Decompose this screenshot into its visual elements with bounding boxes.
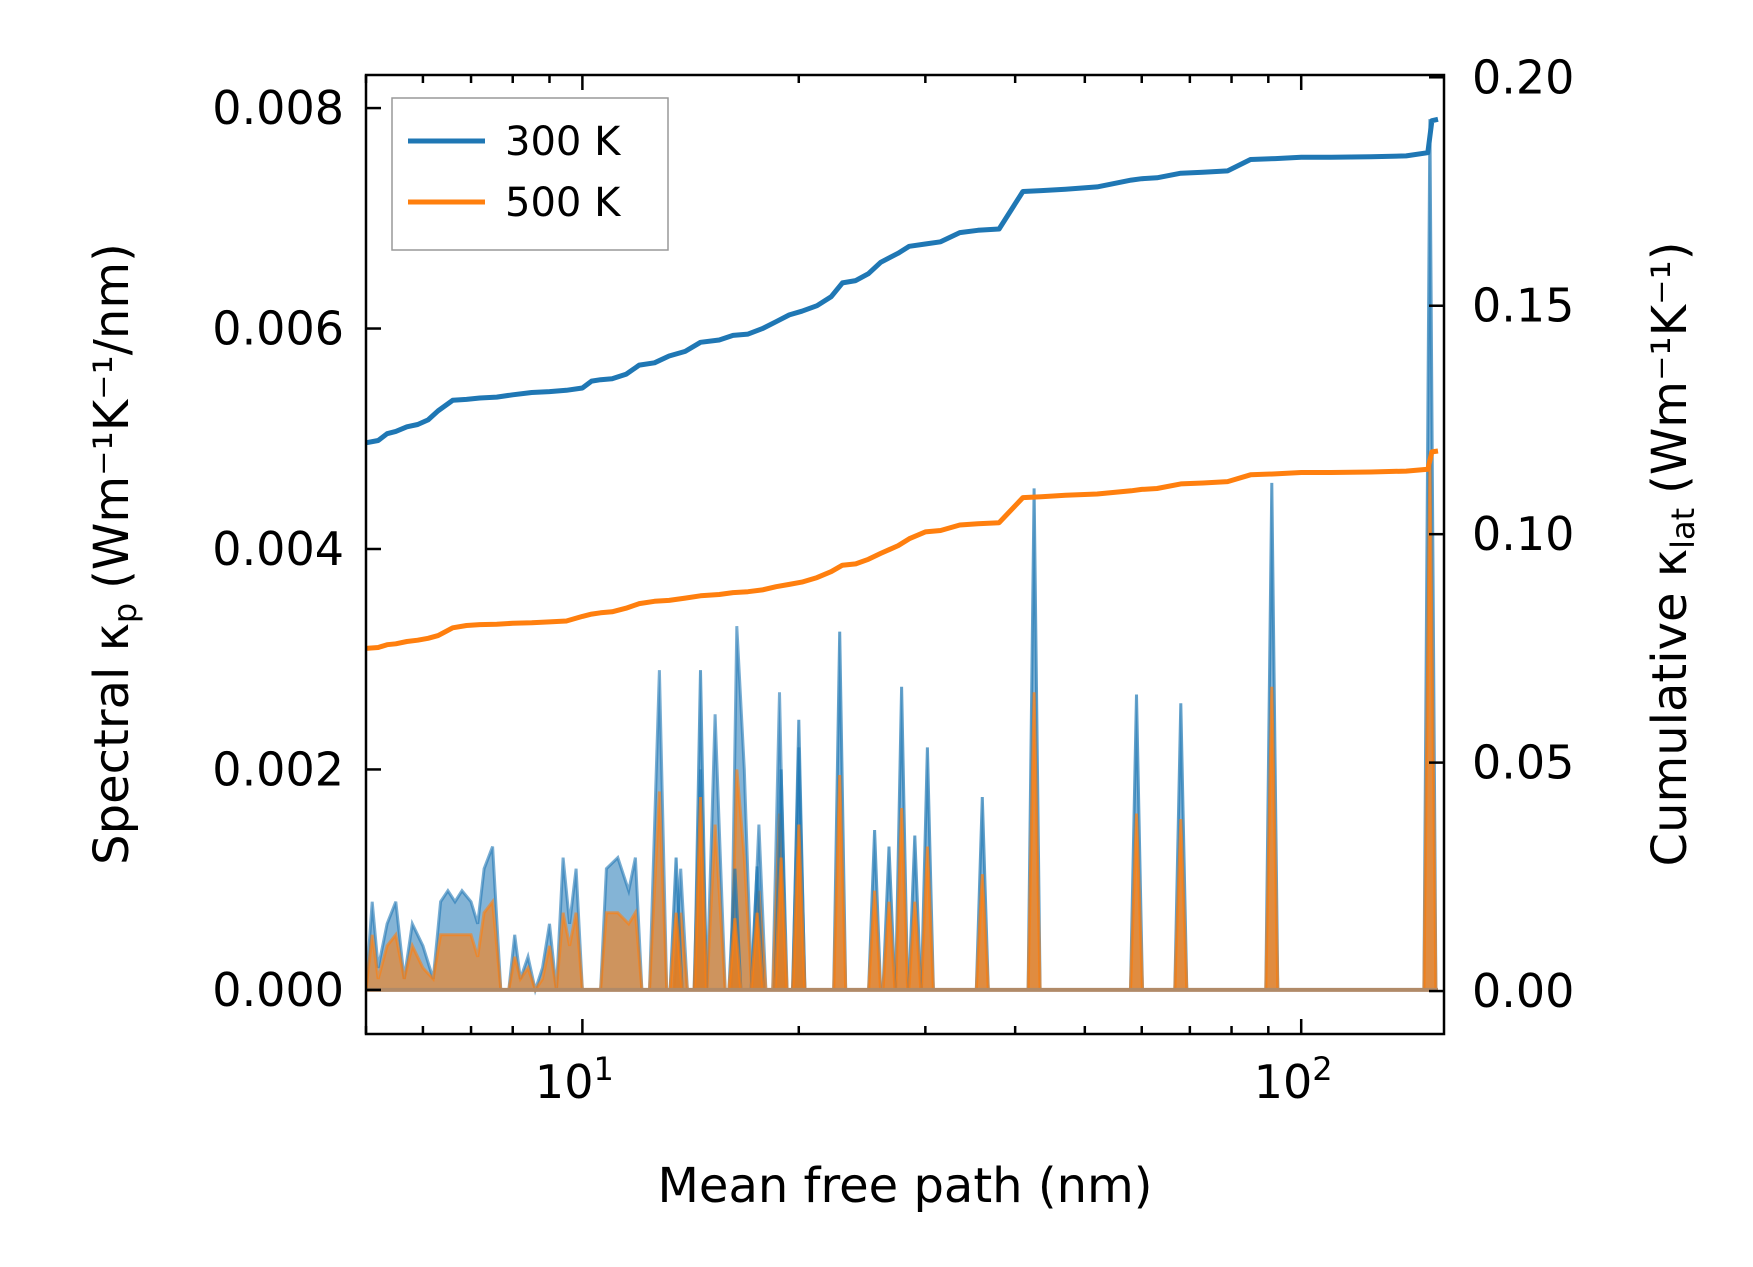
right-y-axis: 0.00 0.05 0.10 0.15 0.20 — [1429, 50, 1574, 1018]
left-y-tick-label: 0.006 — [212, 302, 344, 356]
right-y-axis-label: Cumulative κlat (Wm⁻¹K⁻¹) — [1642, 242, 1702, 867]
x-tick-label: 101 — [535, 1050, 614, 1109]
right-y-tick-label: 0.10 — [1472, 507, 1574, 561]
left-y-tick-label: 0.000 — [212, 963, 344, 1017]
x-tick-label-base: 10 — [535, 1055, 594, 1109]
plot-frame — [364, 73, 1446, 1036]
left-y-axis: 0.000 0.002 0.004 0.006 0.008 — [212, 81, 381, 1017]
cumulative-line-300k — [366, 116, 1439, 446]
right-y-axis-label-main: Cumulative κ — [1642, 549, 1698, 867]
legend-label-300k: 300 K — [505, 119, 622, 165]
left-y-axis-label-main: Spectral κ — [84, 623, 140, 865]
left-y-tick-label: 0.002 — [212, 742, 344, 796]
x-tick-label-exponent: 2 — [1312, 1050, 1332, 1088]
x-tick-label: 102 — [1254, 1050, 1333, 1109]
x-tick-label-base: 10 — [1254, 1055, 1313, 1109]
left-y-tick-label: 0.004 — [212, 522, 344, 576]
left-y-tick-label: 0.008 — [212, 81, 344, 135]
x-axis: 101 102 — [364, 75, 1333, 1109]
right-y-tick-label: 0.20 — [1472, 50, 1574, 104]
right-y-tick-label: 0.15 — [1472, 279, 1574, 333]
cumulative-line-500k — [366, 448, 1439, 651]
right-y-axis-label-subscript: lat — [1664, 508, 1702, 549]
cumulative-layer — [366, 116, 1439, 651]
legend-label-500k: 500 K — [505, 180, 622, 226]
x-tick-label-exponent: 1 — [593, 1050, 613, 1088]
right-y-axis-label-units: (Wm⁻¹K⁻¹) — [1642, 242, 1698, 494]
legend: 300 K 500 K — [391, 97, 669, 251]
left-y-axis-label-units: (Wm⁻¹K⁻¹/nm) — [84, 243, 140, 589]
right-y-tick-label: 0.05 — [1472, 736, 1574, 790]
x-axis-label: Mean free path (nm) — [658, 1158, 1153, 1214]
spectral-layer — [366, 119, 1439, 996]
left-y-axis-label: Spectral κp (Wm⁻¹K⁻¹/nm) — [84, 243, 144, 865]
legend-box — [391, 97, 669, 251]
right-y-tick-label: 0.00 — [1472, 964, 1574, 1018]
left-y-axis-label-subscript: p — [106, 603, 144, 623]
